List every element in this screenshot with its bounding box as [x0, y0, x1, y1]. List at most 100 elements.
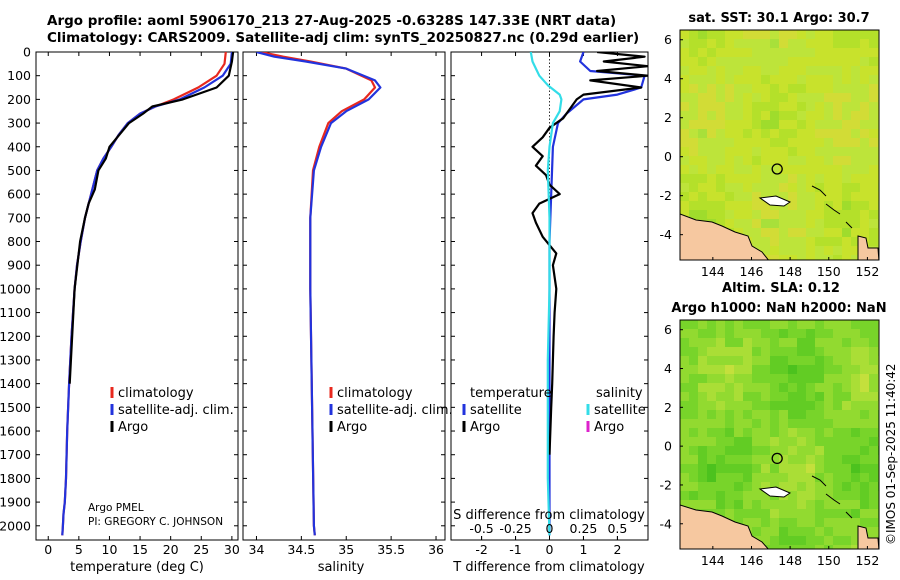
field-cell: [869, 329, 878, 338]
field-cell: [779, 383, 788, 392]
y-tick-label: 100: [7, 68, 31, 83]
field-cell: [680, 129, 689, 138]
field-cell: [734, 473, 743, 482]
field-cell: [761, 192, 770, 201]
field-cell: [752, 129, 761, 138]
field-cell: [842, 75, 851, 84]
field-cell: [824, 138, 833, 147]
field-cell: [707, 455, 716, 464]
field-cell: [698, 30, 707, 39]
field-cell: [680, 102, 689, 111]
field-cell: [698, 365, 707, 374]
field-cell: [689, 201, 698, 210]
field-cell: [797, 329, 806, 338]
field-cell: [788, 320, 797, 329]
field-cell: [734, 482, 743, 491]
field-cell: [779, 482, 788, 491]
field-cell: [851, 338, 860, 347]
field-cell: [851, 48, 860, 57]
field-cell: [689, 392, 698, 401]
field-cell: [752, 57, 761, 66]
field-cell: [833, 111, 842, 120]
field-cell: [707, 75, 716, 84]
field-cell: [833, 518, 842, 527]
field-cell: [770, 255, 779, 260]
y-tick-label: 900: [7, 258, 31, 273]
field-cell: [707, 210, 716, 219]
field-cell: [779, 237, 788, 246]
field-cell: [842, 129, 851, 138]
field-cell: [815, 219, 824, 228]
field-cell: [698, 93, 707, 102]
difference-legend-temperature: temperature satellite Argo: [462, 386, 552, 435]
salinity-difference-axis: -0.5 -0.25 0 0.25 0.5: [469, 521, 627, 540]
field-cell: [707, 410, 716, 419]
field-cell: [707, 428, 716, 437]
field-cell: [842, 102, 851, 111]
field-cell: [689, 446, 698, 455]
field-cell: [779, 183, 788, 192]
field-cell: [779, 464, 788, 473]
y-tick-label: 1300: [0, 352, 31, 367]
temperature-legend: climatology satellite-adj. clim. Argo: [110, 386, 234, 435]
field-cell: [707, 437, 716, 446]
field-cell: [680, 174, 689, 183]
y-tick-label: 1800: [0, 471, 31, 486]
field-cell: [851, 246, 860, 255]
island: [758, 486, 792, 498]
field-cell: [842, 111, 851, 120]
field-cell: [869, 527, 878, 536]
field-cell: [743, 84, 752, 93]
y-tick-label: 400: [7, 139, 31, 154]
field-cell: [842, 527, 851, 536]
field-cell: [734, 210, 743, 219]
field-cell: [869, 410, 878, 419]
field-cell: [824, 320, 833, 329]
field-cell: [797, 365, 806, 374]
field-cell: [806, 183, 815, 192]
field-cell: [869, 165, 878, 174]
field-cell: [716, 482, 725, 491]
field-cell: [797, 410, 806, 419]
field-cell: [725, 120, 734, 129]
field-cell: [734, 491, 743, 500]
field-cell: [860, 383, 869, 392]
island-chain: [811, 185, 853, 229]
map-y-tick-label: 6: [664, 32, 672, 47]
y-tick-label: 300: [7, 116, 31, 131]
field-cell: [788, 428, 797, 437]
field-cell: [869, 509, 878, 518]
field-cell: [842, 219, 851, 228]
field-cell: [725, 66, 734, 75]
field-cell: [842, 57, 851, 66]
field-cell: [815, 237, 824, 246]
field-cell: [761, 446, 770, 455]
field-cell: [851, 527, 860, 536]
field-cell: [869, 39, 878, 48]
field-cell: [797, 66, 806, 75]
map-y-tick-label: -4: [660, 516, 673, 531]
field-cell: [860, 437, 869, 446]
field-cell: [761, 84, 770, 93]
field-cell: [797, 374, 806, 383]
field-cell: [689, 383, 698, 392]
field-cell: [725, 183, 734, 192]
field-cell: [716, 75, 725, 84]
field-cell: [689, 473, 698, 482]
field-cell: [761, 147, 770, 156]
field-cell: [752, 365, 761, 374]
map-x-tick-label: 148: [778, 264, 802, 279]
field-cell: [779, 210, 788, 219]
field-cell: [734, 102, 743, 111]
field-cell: [752, 48, 761, 57]
field-cell: [779, 428, 788, 437]
field-cell: [851, 165, 860, 174]
field-cell: [680, 57, 689, 66]
field-cell: [752, 156, 761, 165]
field-cell: [842, 482, 851, 491]
field-cell: [788, 500, 797, 509]
field-cell: [806, 111, 815, 120]
field-cell: [833, 102, 842, 111]
field-cell: [770, 66, 779, 75]
field-cell: [815, 455, 824, 464]
